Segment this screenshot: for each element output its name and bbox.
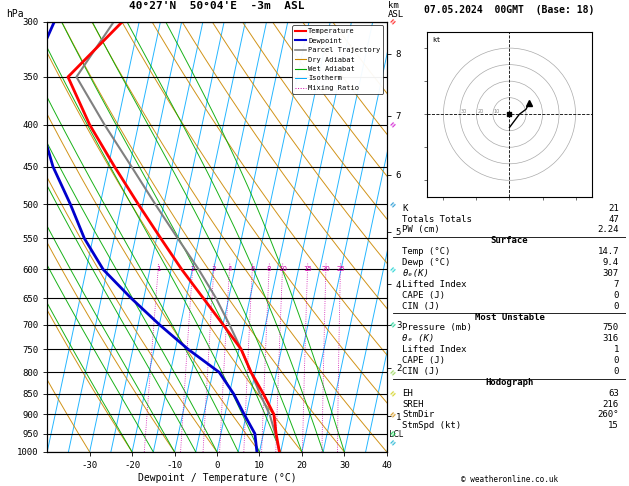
Text: 40°27'N  50°04'E  -3m  ASL: 40°27'N 50°04'E -3m ASL: [129, 1, 305, 11]
Text: ≡: ≡: [389, 368, 397, 377]
Text: 2: 2: [191, 266, 195, 273]
Text: 25: 25: [336, 266, 345, 273]
Text: 10: 10: [494, 108, 500, 114]
Text: 4: 4: [227, 266, 231, 273]
Text: LCL: LCL: [387, 430, 403, 439]
Text: 3: 3: [211, 266, 216, 273]
Text: ≡: ≡: [389, 430, 397, 438]
Text: 9.4: 9.4: [603, 258, 619, 267]
Text: StmSpd (kt): StmSpd (kt): [403, 421, 462, 431]
Text: θₑ(K): θₑ(K): [403, 269, 430, 278]
Text: Most Unstable: Most Unstable: [474, 312, 545, 322]
Text: ≡: ≡: [389, 265, 397, 274]
Text: EH: EH: [403, 389, 413, 398]
Text: ≡: ≡: [389, 121, 397, 129]
Text: ≡: ≡: [389, 320, 397, 329]
Text: 1: 1: [156, 266, 160, 273]
Text: 20: 20: [321, 266, 330, 273]
Text: 15: 15: [608, 421, 619, 431]
Text: Temp (°C): Temp (°C): [403, 247, 451, 256]
Text: 216: 216: [603, 399, 619, 409]
Text: SREH: SREH: [403, 399, 424, 409]
Text: 21: 21: [608, 204, 619, 213]
Text: 2.24: 2.24: [598, 226, 619, 234]
Text: kt: kt: [432, 36, 440, 42]
Text: θₑ (K): θₑ (K): [403, 334, 435, 343]
Text: ≡: ≡: [389, 410, 397, 418]
Text: km
ASL: km ASL: [388, 1, 404, 19]
Text: 0: 0: [613, 356, 619, 365]
Text: CAPE (J): CAPE (J): [403, 291, 445, 300]
Text: 30: 30: [461, 108, 467, 114]
Text: CIN (J): CIN (J): [403, 302, 440, 311]
Text: 260°: 260°: [598, 411, 619, 419]
Text: 8: 8: [267, 266, 271, 273]
Legend: Temperature, Dewpoint, Parcel Trajectory, Dry Adiabat, Wet Adiabat, Isotherm, Mi: Temperature, Dewpoint, Parcel Trajectory…: [292, 25, 383, 94]
Text: 0: 0: [613, 291, 619, 300]
Text: ≡: ≡: [389, 439, 397, 447]
Text: Lifted Index: Lifted Index: [403, 280, 467, 289]
Text: StmDir: StmDir: [403, 411, 435, 419]
Text: Dewp (°C): Dewp (°C): [403, 258, 451, 267]
Text: Lifted Index: Lifted Index: [403, 345, 467, 354]
Text: Surface: Surface: [491, 236, 528, 245]
Text: PW (cm): PW (cm): [403, 226, 440, 234]
Text: 15: 15: [303, 266, 312, 273]
Text: 47: 47: [608, 215, 619, 224]
Text: Hodograph: Hodograph: [486, 378, 533, 387]
Text: 07.05.2024  00GMT  (Base: 18): 07.05.2024 00GMT (Base: 18): [425, 5, 594, 15]
Text: 6: 6: [250, 266, 255, 273]
Text: 307: 307: [603, 269, 619, 278]
Text: Totals Totals: Totals Totals: [403, 215, 472, 224]
Text: 14.7: 14.7: [598, 247, 619, 256]
Text: K: K: [403, 204, 408, 213]
Text: ≡: ≡: [389, 200, 397, 208]
Text: hPa: hPa: [6, 9, 24, 19]
Text: Pressure (mb): Pressure (mb): [403, 323, 472, 332]
Text: CIN (J): CIN (J): [403, 367, 440, 376]
Text: ≡: ≡: [389, 17, 397, 26]
Text: 1: 1: [613, 345, 619, 354]
Text: 10: 10: [278, 266, 287, 273]
Text: ≡: ≡: [389, 390, 397, 398]
Text: 63: 63: [608, 389, 619, 398]
Text: 0: 0: [613, 367, 619, 376]
Text: CAPE (J): CAPE (J): [403, 356, 445, 365]
Text: 316: 316: [603, 334, 619, 343]
Text: © weatheronline.co.uk: © weatheronline.co.uk: [461, 474, 558, 484]
Text: 20: 20: [477, 108, 484, 114]
Text: 750: 750: [603, 323, 619, 332]
X-axis label: Dewpoint / Temperature (°C): Dewpoint / Temperature (°C): [138, 473, 296, 483]
Text: 0: 0: [613, 302, 619, 311]
Text: 7: 7: [613, 280, 619, 289]
